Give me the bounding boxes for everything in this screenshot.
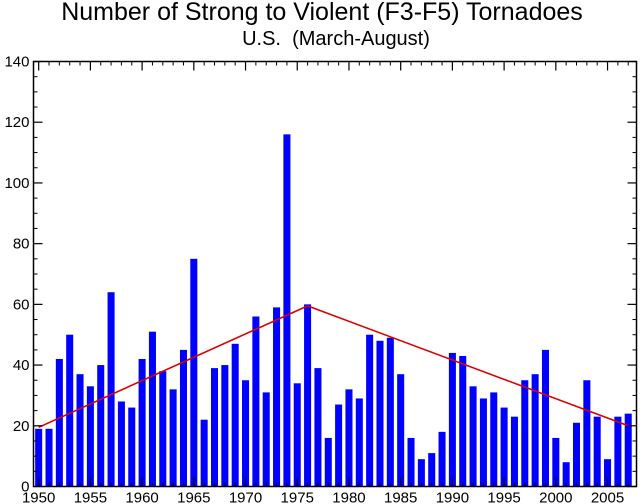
bar-1981 bbox=[355, 398, 363, 487]
bar-1950 bbox=[35, 428, 43, 487]
bar-1961 bbox=[148, 331, 156, 487]
bar-2006 bbox=[614, 416, 622, 487]
x-tick-label-2005: 2005 bbox=[591, 490, 624, 504]
bar-1970 bbox=[242, 380, 250, 487]
bar-1980 bbox=[345, 389, 353, 487]
x-tick-label-1980: 1980 bbox=[332, 490, 365, 504]
bar-1993 bbox=[479, 398, 487, 487]
bar-1976 bbox=[304, 304, 312, 487]
bar-1954 bbox=[76, 374, 84, 487]
bar-1956 bbox=[97, 365, 105, 487]
bar-2003 bbox=[583, 380, 591, 487]
bar-1965 bbox=[190, 258, 198, 487]
x-tick-label-2000: 2000 bbox=[539, 490, 572, 504]
y-tick-label-20: 20 bbox=[13, 418, 30, 435]
bar-1985 bbox=[397, 374, 405, 487]
bar-1958 bbox=[117, 401, 125, 487]
bar-1966 bbox=[200, 419, 208, 487]
trend-lines-group bbox=[38, 305, 629, 429]
bar-1984 bbox=[386, 337, 394, 487]
bar-1975 bbox=[293, 383, 301, 487]
bar-1963 bbox=[169, 389, 177, 487]
bar-1992 bbox=[469, 386, 477, 487]
y-tick-label-140: 140 bbox=[4, 54, 29, 71]
trend-line-2 bbox=[307, 305, 629, 427]
bar-1967 bbox=[210, 368, 219, 487]
bar-1986 bbox=[407, 437, 415, 487]
bar-2000 bbox=[552, 437, 560, 487]
x-tick-label-1985: 1985 bbox=[384, 490, 417, 504]
y-tick-label-0: 0 bbox=[21, 479, 29, 496]
bar-1990 bbox=[448, 352, 456, 487]
chart-subtitle: U.S. (March-August) bbox=[242, 28, 430, 50]
bar-1969 bbox=[231, 343, 239, 487]
x-tick-label-1975: 1975 bbox=[281, 490, 314, 504]
x-tick-label-1955: 1955 bbox=[74, 490, 107, 504]
bar-1952 bbox=[55, 359, 63, 487]
y-tick-label-80: 80 bbox=[13, 236, 30, 253]
y-tick-label-100: 100 bbox=[4, 175, 29, 192]
bar-1999 bbox=[541, 349, 549, 487]
bar-1987 bbox=[417, 459, 425, 487]
x-tick-label-1950: 1950 bbox=[22, 490, 55, 504]
bar-1998 bbox=[531, 374, 539, 487]
bar-1968 bbox=[221, 365, 229, 487]
y-tick-label-60: 60 bbox=[13, 296, 30, 313]
x-tick-label-1990: 1990 bbox=[436, 490, 469, 504]
bar-1989 bbox=[438, 431, 446, 487]
bar-2001 bbox=[562, 462, 570, 487]
bar-1971 bbox=[252, 316, 260, 487]
bar-2007 bbox=[624, 413, 632, 487]
trend-line-1 bbox=[38, 305, 308, 429]
x-tick-label-1970: 1970 bbox=[229, 490, 262, 504]
bar-1951 bbox=[45, 428, 53, 487]
x-tick-label-1960: 1960 bbox=[125, 490, 158, 504]
x-tick-label-1965: 1965 bbox=[177, 490, 210, 504]
bar-1996 bbox=[510, 416, 518, 487]
x-tick-label-1995: 1995 bbox=[487, 490, 520, 504]
bar-1964 bbox=[179, 349, 187, 487]
axes-group: 0 20 40 60 80 100 120 140 1950 1955 1960 1965 1970 19… bbox=[4, 54, 637, 504]
bar-1972 bbox=[262, 392, 270, 487]
bar-2005 bbox=[604, 459, 612, 487]
y-tick-label-40: 40 bbox=[13, 357, 30, 374]
bar-1962 bbox=[159, 371, 167, 487]
bar-1957 bbox=[107, 292, 115, 487]
bar-1955 bbox=[86, 386, 94, 487]
bar-1953 bbox=[66, 334, 74, 487]
bar-1960 bbox=[138, 359, 146, 487]
bar-1991 bbox=[459, 355, 467, 487]
bar-1983 bbox=[376, 340, 384, 487]
bar-1973 bbox=[273, 307, 281, 487]
bar-2004 bbox=[593, 416, 601, 487]
bars-group bbox=[35, 134, 632, 487]
bar-1982 bbox=[366, 334, 374, 487]
bar-1994 bbox=[490, 392, 498, 487]
bar-1977 bbox=[314, 368, 322, 487]
bar-1959 bbox=[128, 407, 136, 487]
bar-1979 bbox=[335, 404, 343, 487]
bar-1997 bbox=[521, 380, 529, 487]
bar-1974 bbox=[283, 134, 291, 487]
chart-title: Number of Strong to Violent (F3-F5) Torn… bbox=[61, 0, 583, 26]
y-tick-label-120: 120 bbox=[4, 114, 29, 131]
bar-1988 bbox=[428, 453, 436, 487]
bar-1978 bbox=[324, 437, 332, 487]
bar-2002 bbox=[572, 422, 581, 487]
bar-1995 bbox=[500, 407, 508, 487]
